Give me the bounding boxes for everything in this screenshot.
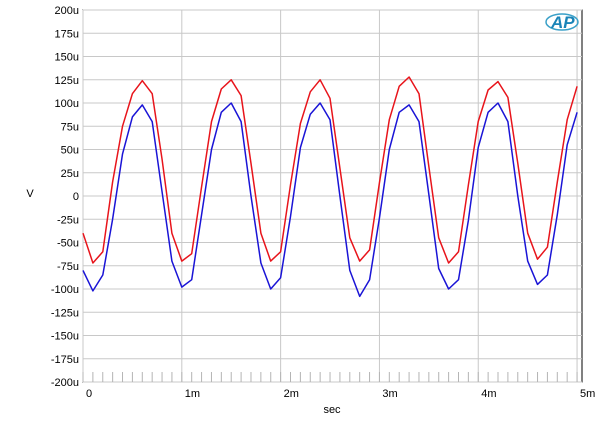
y-tick-label: -150u [51, 331, 79, 343]
y-tick-label: -25u [57, 214, 79, 226]
y-tick-label: 175u [55, 28, 79, 40]
y-tick-label: 0 [73, 191, 79, 203]
minor-ticks [82, 372, 578, 382]
y-tick-label: -75u [57, 261, 79, 273]
y-tick-labels: 200u 175u 150u 125u 100u 75u 50u 25u 0 -25u -50u -7… [51, 5, 79, 389]
x-tick-label: 3m [382, 388, 397, 400]
y-tick-label: 200u [55, 5, 79, 17]
y-tick-label: -100u [51, 284, 79, 296]
y-tick-label: 25u [61, 168, 79, 180]
series-layer [82, 76, 578, 298]
series-line-1 [82, 76, 578, 264]
series-line-2 [82, 102, 578, 298]
y-tick-label: 100u [55, 98, 79, 110]
x-tick-label: 4m [481, 388, 496, 400]
y-axis-label: V [26, 188, 34, 200]
y-tick-label: 150u [55, 52, 79, 64]
x-axis-label: sec [323, 404, 341, 416]
y-tick-label: -175u [51, 354, 79, 366]
svg-text:AP: AP [550, 13, 575, 32]
ap-logo-icon: AP [545, 13, 579, 32]
y-tick-label: 50u [61, 145, 79, 157]
y-tick-label: 125u [55, 75, 79, 87]
y-tick-label: -50u [57, 238, 79, 250]
y-tick-label: -125u [51, 307, 79, 319]
y-tick-label: 75u [61, 121, 79, 133]
y-tick-label: -200u [51, 377, 79, 389]
x-tick-label: 1m [185, 388, 200, 400]
x-tick-labels: 0 1m 2m 3m 4m 5m [86, 388, 595, 400]
x-tick-label: 0 [86, 388, 92, 400]
x-tick-label: 5m [580, 388, 595, 400]
x-tick-label: 2m [284, 388, 299, 400]
